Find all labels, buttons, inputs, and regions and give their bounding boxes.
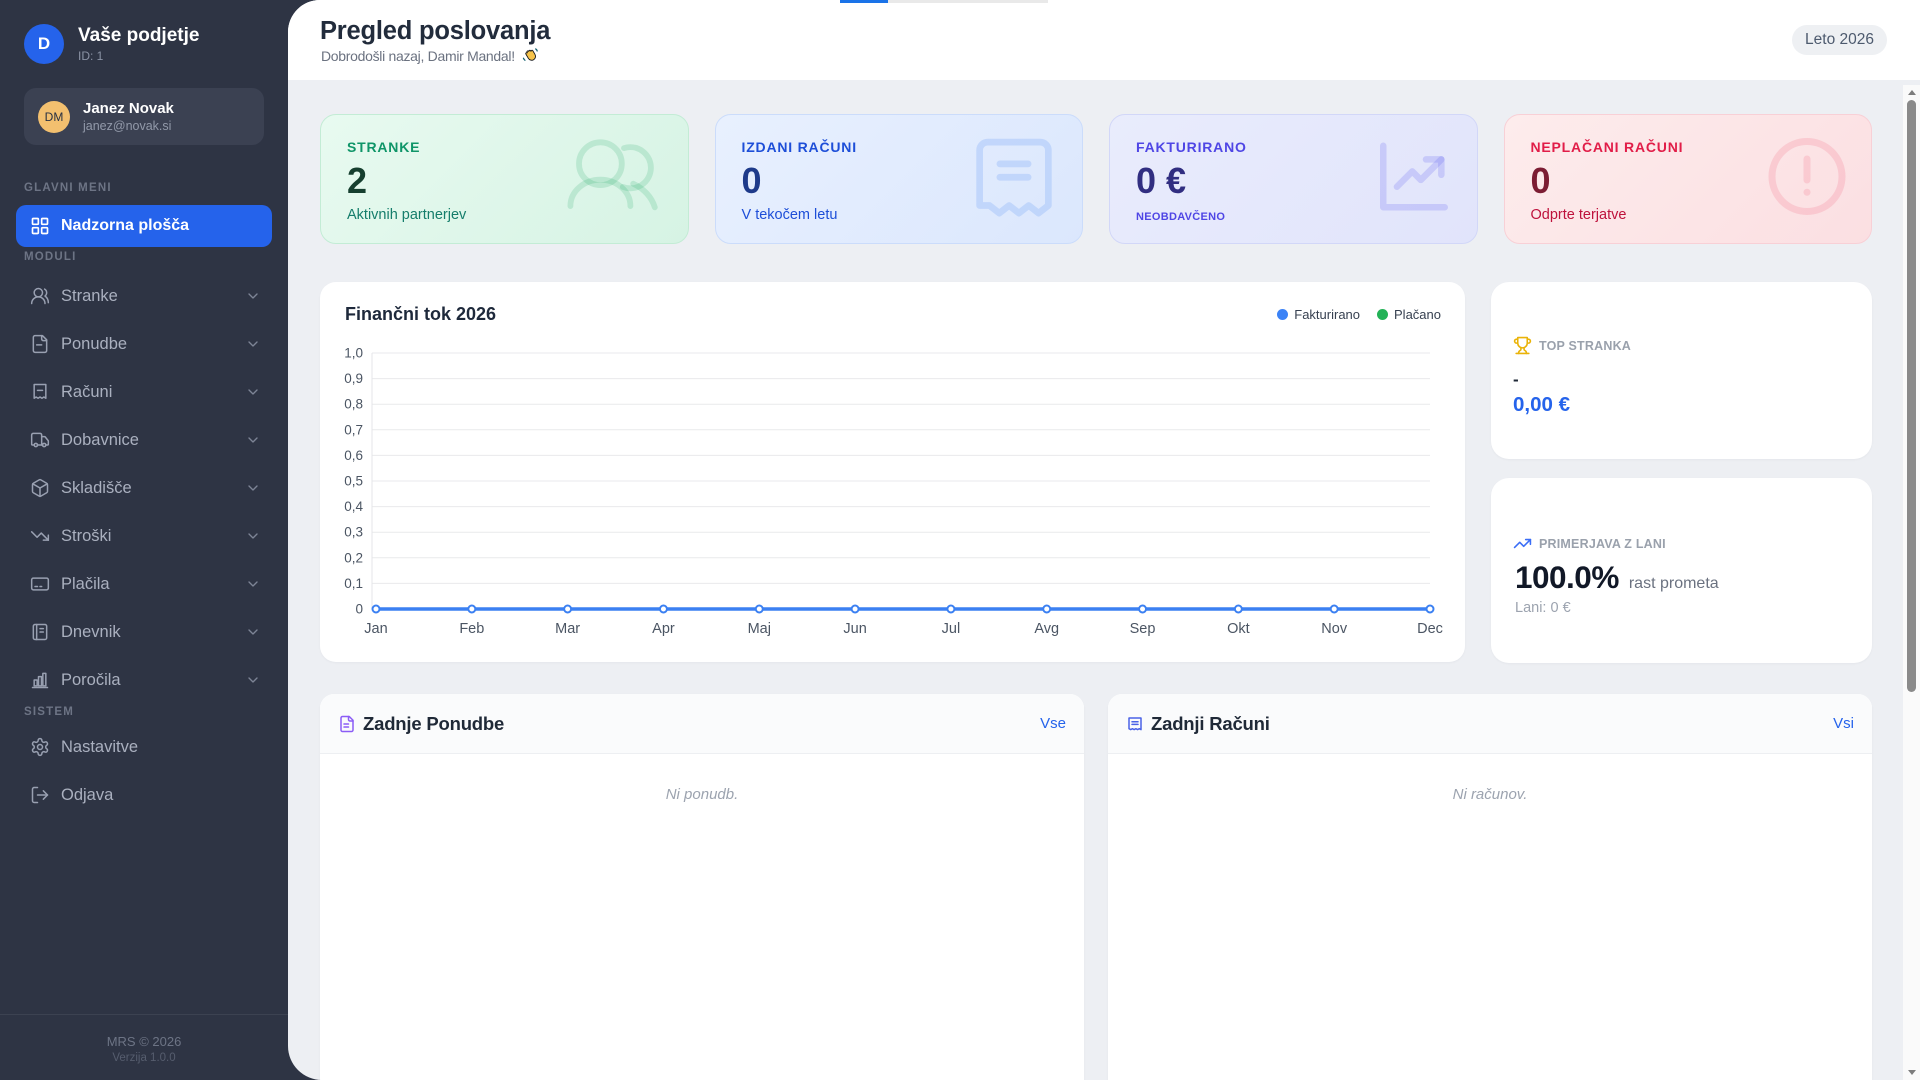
svg-text:Okt: Okt [1227,621,1250,637]
svg-text:0,3: 0,3 [344,525,363,540]
svg-text:Avg: Avg [1034,621,1059,637]
svg-text:0,7: 0,7 [344,422,363,437]
svg-text:0,8: 0,8 [344,397,363,412]
svg-text:0,6: 0,6 [344,448,363,463]
svg-text:0,2: 0,2 [344,550,363,565]
svg-text:Apr: Apr [652,621,675,637]
svg-text:1,0: 1,0 [344,346,363,361]
svg-text:Jan: Jan [364,621,387,637]
svg-text:Maj: Maj [748,621,771,637]
svg-text:Jul: Jul [942,621,961,637]
svg-text:Nov: Nov [1321,621,1348,637]
svg-text:0: 0 [355,602,363,617]
svg-text:Mar: Mar [555,621,580,637]
svg-text:0,1: 0,1 [344,576,363,591]
svg-text:Sep: Sep [1130,621,1156,637]
svg-text:0,5: 0,5 [344,474,363,489]
svg-text:0,9: 0,9 [344,371,363,386]
svg-text:Jun: Jun [843,621,866,637]
svg-text:Dec: Dec [1417,621,1443,637]
svg-text:0,4: 0,4 [344,499,363,514]
svg-text:Feb: Feb [459,621,484,637]
